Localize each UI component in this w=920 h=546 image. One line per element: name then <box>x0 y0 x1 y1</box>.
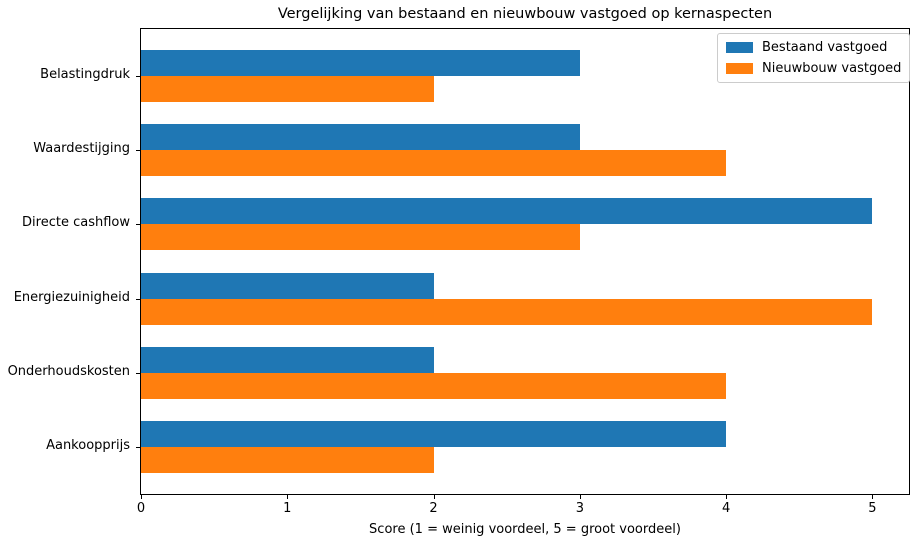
y-tick-mark <box>136 446 140 448</box>
legend-item-bestaand: Bestaand vastgoed <box>726 39 901 56</box>
plot-area <box>140 28 910 495</box>
bar-nieuwbouw-vastgoed-energiezuinigheid <box>141 298 873 325</box>
bar-bestaand-vastgoed-directe-cashflow <box>141 198 873 225</box>
bar-nieuwbouw-vastgoed-belastingdruk <box>141 76 434 103</box>
x-tick-label: 0 <box>136 501 146 516</box>
legend-swatch-bestaand-icon <box>726 42 753 53</box>
bar-bestaand-vastgoed-aankoopprijs <box>141 420 727 447</box>
x-tick-label: 4 <box>722 501 731 516</box>
x-tick-label: 3 <box>575 501 584 516</box>
bar-nieuwbouw-vastgoed-aankoopprijs <box>141 446 434 473</box>
legend: Bestaand vastgoed Nieuwbouw vastgoed <box>717 33 911 83</box>
chart-title: Vergelijking van bestaand en nieuwbouw v… <box>277 6 773 22</box>
bar-bestaand-vastgoed-energiezuinigheid <box>141 272 434 299</box>
bar-nieuwbouw-vastgoed-waardestijging <box>141 150 727 177</box>
y-tick-mark <box>136 372 140 374</box>
x-tick-mark <box>141 495 142 499</box>
x-tick-mark <box>579 495 581 499</box>
legend-swatch-nieuwbouw-icon <box>726 63 753 74</box>
y-category-label: Aankoopprijs <box>46 437 130 453</box>
legend-label-nieuwbouw: Nieuwbouw vastgoed <box>762 61 902 76</box>
y-tick-mark <box>136 298 140 300</box>
y-category-label: Waardestijging <box>33 141 130 157</box>
x-tick-mark <box>726 495 728 499</box>
x-axis-label: Score (1 = weinig voordeel, 5 = groot vo… <box>369 522 681 537</box>
bar-bestaand-vastgoed-belastingdruk <box>141 50 580 77</box>
x-tick-mark <box>287 495 289 499</box>
bar-nieuwbouw-vastgoed-onderhoudskosten <box>141 372 727 399</box>
bar-bestaand-vastgoed-waardestijging <box>141 124 580 151</box>
y-category-label: Energiezuinigheid <box>13 289 130 305</box>
y-category-label: Directe cashflow <box>22 215 130 231</box>
x-tick-mark <box>872 495 874 499</box>
x-tick-mark <box>433 495 435 499</box>
x-tick-label: 1 <box>283 501 292 516</box>
y-category-label: Belastingdruk <box>40 67 130 83</box>
y-tick-mark <box>136 150 140 152</box>
legend-item-nieuwbouw: Nieuwbouw vastgoed <box>726 60 901 77</box>
y-tick-mark <box>136 76 140 78</box>
legend-label-bestaand: Bestaand vastgoed <box>762 40 888 55</box>
y-category-label: Onderhoudskosten <box>7 363 130 379</box>
y-tick-mark <box>136 224 140 226</box>
x-tick-label: 2 <box>429 501 438 516</box>
x-tick-label: 5 <box>868 501 877 516</box>
bar-bestaand-vastgoed-onderhoudskosten <box>141 346 434 373</box>
bar-nieuwbouw-vastgoed-directe-cashflow <box>141 224 580 251</box>
